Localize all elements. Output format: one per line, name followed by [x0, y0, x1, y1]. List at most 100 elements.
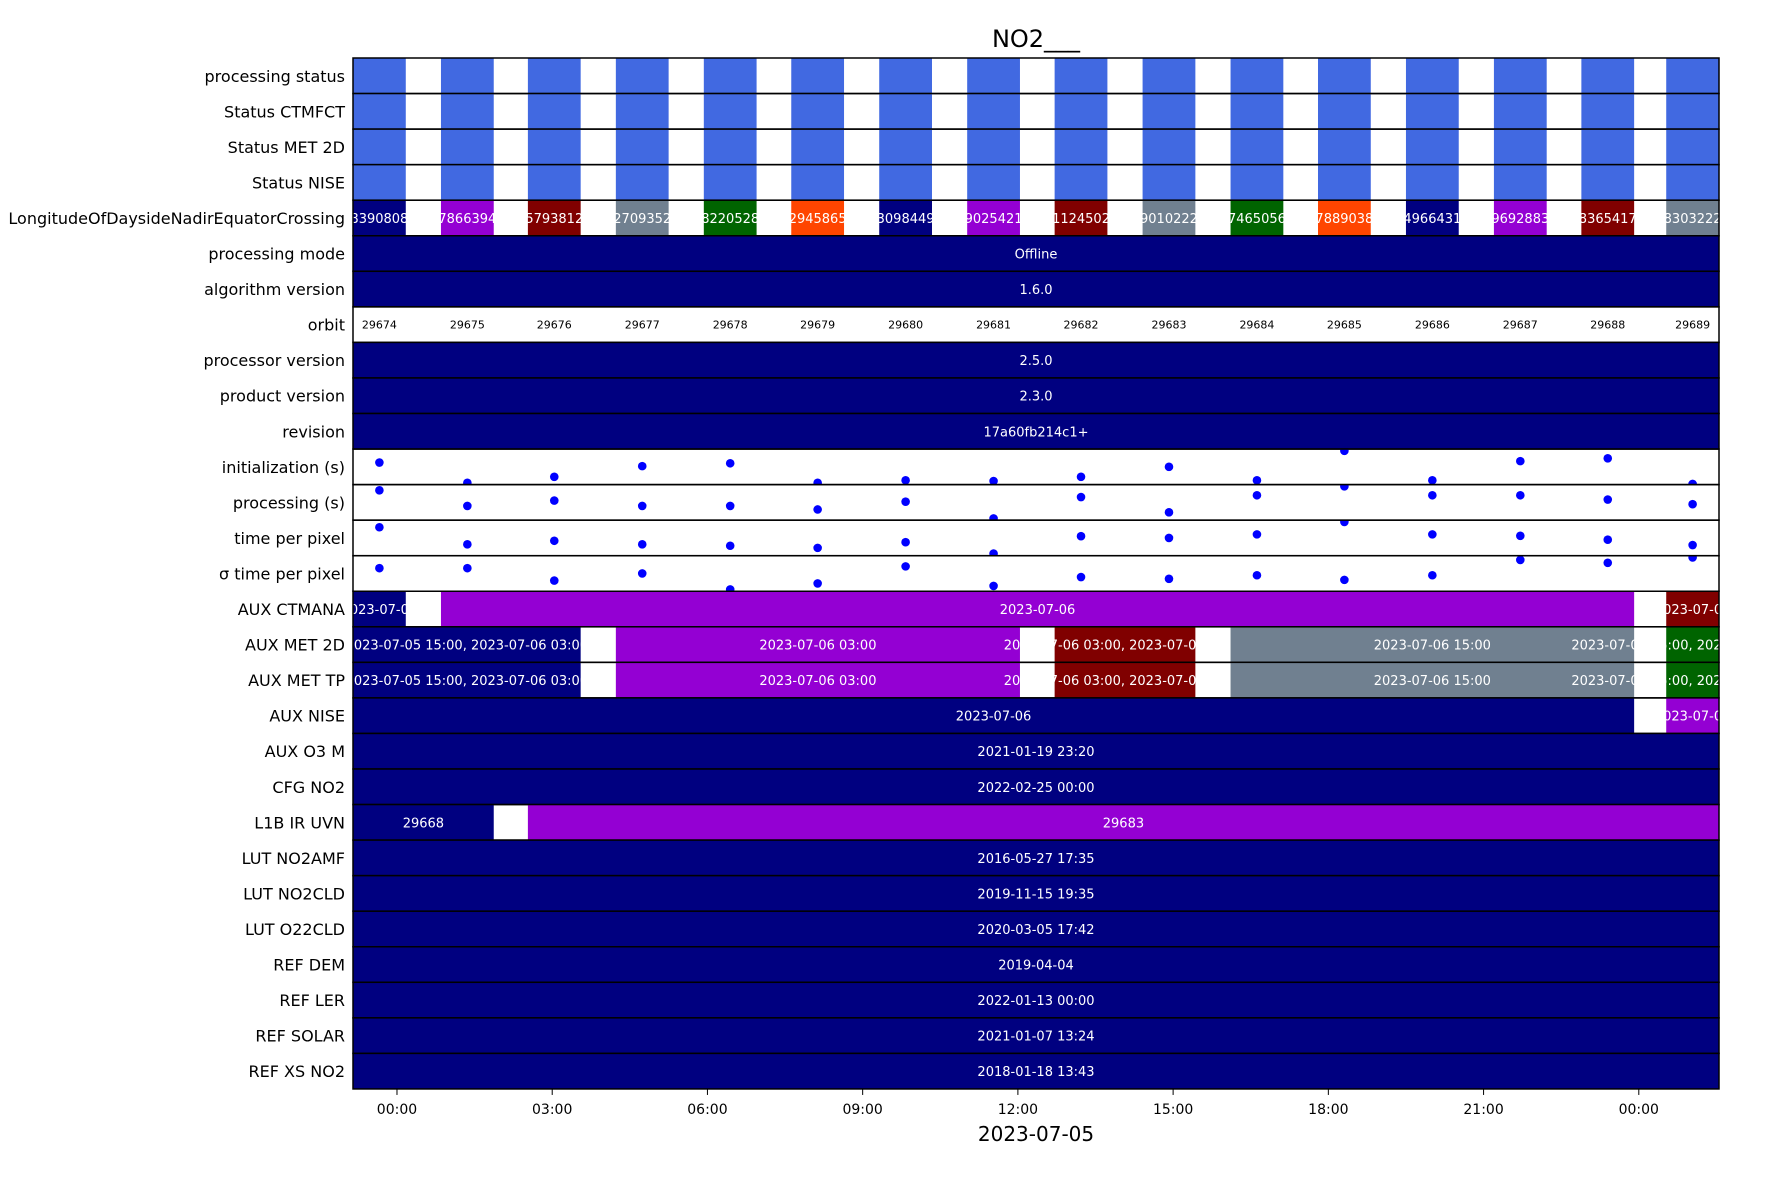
status-bar: [967, 58, 1020, 94]
x-tick-label: 09:00: [842, 1102, 882, 1118]
data-point: [375, 522, 384, 532]
row-longitudeofdaysidenadirequatorcrossing: 8390808 7866394 5793812 2709352 8220528 29458…: [8, 199, 1720, 237]
status-bar: [440, 58, 494, 94]
status-bar: [703, 129, 757, 165]
row-aux-ctmana: 2023-07-05 2023-07-06 2023-07-07 AUX CTMANA: [238, 590, 1720, 628]
data-point: [1076, 531, 1086, 541]
data-point: [1252, 476, 1262, 485]
orbit-number: 29674: [362, 319, 397, 332]
span-label: 2022-01-13 00:00: [977, 994, 1094, 1009]
span-bar: [1054, 626, 1196, 663]
longitude-bar: [615, 200, 669, 236]
status-bar: [1317, 93, 1371, 130]
orbit-number: 29675: [450, 319, 485, 332]
data-point: [549, 536, 559, 546]
row-label: LUT NO2CLD: [243, 884, 345, 903]
row-label: CFG NO2: [272, 778, 345, 797]
row-label: LUT O22CLD: [245, 920, 345, 939]
x-tick-label: 00:00: [1619, 1102, 1659, 1118]
span-bar: [353, 626, 581, 663]
status-bar: [1230, 164, 1284, 201]
span-label: 2023-07-06 15:00, 2023-07-07 03:00: [1571, 639, 1771, 654]
row-label: algorithm version: [204, 280, 345, 299]
row-label: revision: [282, 422, 345, 441]
span-label: 2023-07-05 15:00, 2023-07-06 03:00: [346, 674, 589, 689]
status-bar: [791, 93, 845, 130]
status-bar: [353, 129, 406, 165]
data-point: [1516, 531, 1525, 541]
span-bar: [353, 413, 1719, 450]
span-label: 2016-05-27 17:35: [977, 852, 1094, 867]
status-bar: [879, 58, 932, 94]
orbit-number: 29682: [1064, 319, 1099, 332]
row-content: 2023-07-05 2023-07-06 2023-07-07: [353, 591, 1719, 627]
data-point: [375, 458, 384, 467]
status-bar: [527, 129, 581, 165]
longitude-bar: [440, 200, 494, 236]
row-label: AUX MET 2D: [245, 636, 345, 655]
data-point: [1076, 472, 1086, 482]
data-point: [725, 541, 735, 551]
status-bar: [1493, 164, 1547, 201]
row-ref-solar: 2021-01-07 13:24 REF SOLAR: [255, 1017, 1720, 1055]
data-point: [1516, 456, 1525, 466]
data-point: [901, 562, 910, 571]
data-point: [901, 537, 910, 547]
span-label: 2023-07-06 03:00: [759, 639, 876, 654]
span-bar: [353, 733, 1719, 769]
row-label: σ time per pixel: [219, 564, 345, 583]
status-bar: [1142, 129, 1196, 165]
data-point: [1516, 555, 1525, 565]
longitude-value: 7889038: [1315, 212, 1373, 227]
span-bar: [353, 235, 1719, 272]
longitude-value: 8220528: [701, 212, 759, 227]
orbit-number: 29679: [800, 319, 835, 332]
longitude-bar: [1054, 200, 1108, 236]
row-content: 2018-01-18 13:43: [353, 1053, 1719, 1089]
orbit-number: 29683: [1151, 319, 1186, 332]
row-status-ctmfct: Status CTMFCT: [224, 92, 1720, 130]
span-bar: [353, 1053, 1719, 1089]
row-lut-no2cld: 2019-11-15 19:35 LUT NO2CLD: [243, 874, 1720, 912]
status-bar: [967, 164, 1020, 201]
row-content: [375, 449, 1697, 485]
row-initialization-s: initialization (s): [222, 448, 1720, 486]
row-frame: [352, 519, 1720, 557]
status-bar: [791, 164, 845, 201]
row-label: AUX O3 M: [265, 742, 345, 761]
row-content: 2.3.0: [353, 377, 1719, 414]
data-point: [1603, 535, 1613, 545]
longitude-value: 8390808: [350, 212, 408, 227]
span-label: 2023-07-06 15:00: [1374, 674, 1491, 689]
span-bar: [353, 342, 1719, 378]
row-label: processor version: [203, 351, 345, 370]
status-bar: [967, 129, 1020, 165]
status-bar: [1405, 129, 1459, 165]
span-bar: [353, 804, 494, 841]
span-bar: [1230, 626, 1635, 663]
span-bar: [353, 271, 1719, 307]
data-point: [463, 501, 472, 511]
status-bar: [1142, 164, 1196, 201]
row-label: REF LER: [279, 991, 345, 1010]
span-label: 2023-07-06 15:00, 2023-07-07 03:00: [1571, 674, 1771, 689]
row-l1b-ir-uvn: 29668 29683 L1B IR UVN: [254, 803, 1720, 841]
span-bar: [353, 982, 1719, 1018]
x-tick-label: 06:00: [687, 1102, 727, 1118]
data-point: [1688, 479, 1697, 485]
x-axis-label: 2023-07-05: [978, 1122, 1094, 1146]
longitude-bar: [967, 200, 1020, 236]
longitude-value: 9010222: [1140, 212, 1198, 227]
status-bar: [1581, 164, 1635, 201]
span-label: 2022-02-25 00:00: [977, 781, 1094, 796]
data-point: [989, 549, 998, 556]
row-content: 1.6.0: [353, 271, 1719, 307]
status-bar: [703, 93, 757, 130]
row-content: 2019-11-15 19:35: [353, 875, 1719, 912]
row-label: REF DEM: [273, 956, 345, 975]
row-aux-met-tp: 2023-07-05 15:00, 2023-07-06 03:00 2023-0…: [248, 661, 1771, 699]
data-point: [1252, 530, 1262, 539]
status-bar: [1405, 164, 1459, 201]
span-bar: [1666, 662, 1719, 698]
